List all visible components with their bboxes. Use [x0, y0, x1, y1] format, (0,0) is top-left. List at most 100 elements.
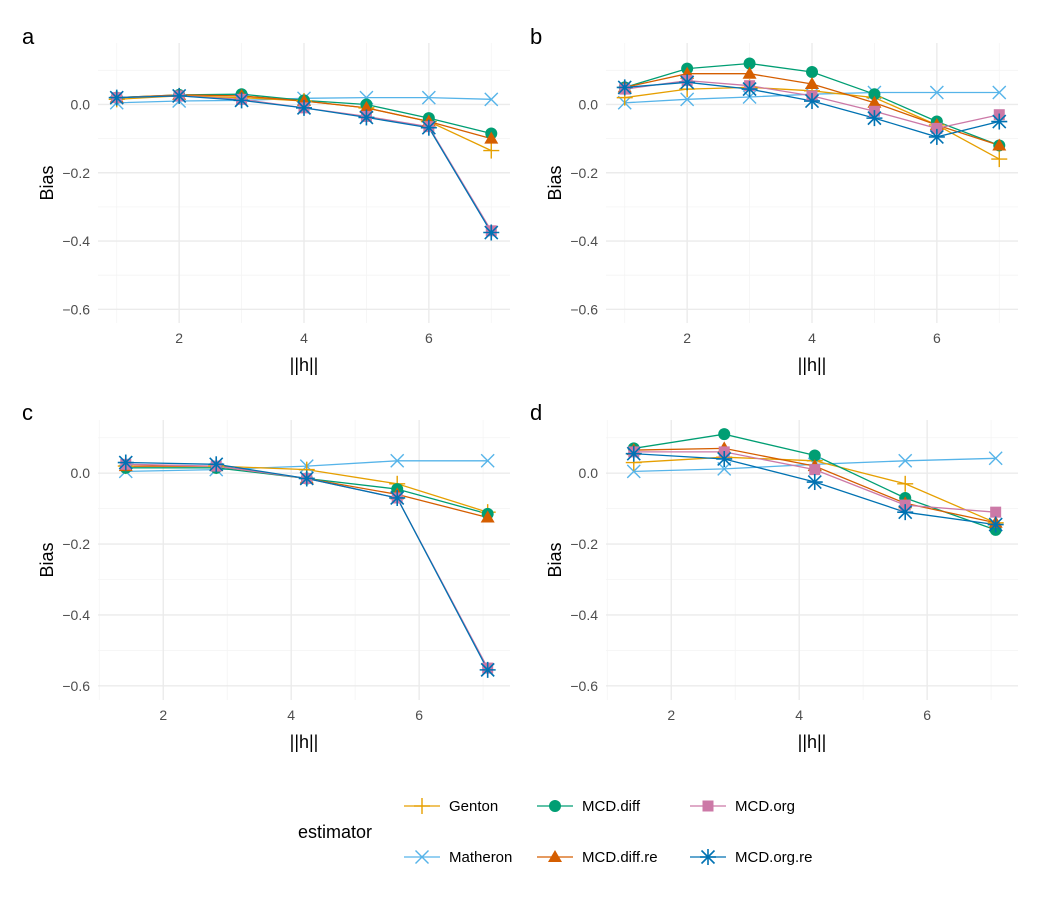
data-point-Matheron-d2 — [484, 92, 499, 107]
legend-entry-MCD.diff: MCD.diff — [537, 798, 641, 815]
data-point-MCD.org.re — [625, 445, 642, 462]
data-point-MCD.diff.re — [484, 131, 499, 144]
data-point-MCD.org.re — [806, 474, 823, 491]
x-axis-title: ||h|| — [290, 732, 319, 752]
data-point-MCD.org.re — [866, 110, 883, 127]
x-tick-label: 2 — [683, 330, 691, 346]
data-point-Matheron-d2 — [988, 451, 1003, 466]
grid — [98, 43, 510, 323]
legend-key-marker — [702, 800, 714, 812]
legend-key-marker — [700, 849, 716, 865]
y-tick-label: −0.6 — [62, 678, 90, 694]
data-point-MCD.diff.re — [805, 76, 819, 89]
data-point-MCD.diff.re — [742, 66, 757, 79]
y-axis-title: Bias — [545, 542, 565, 577]
data-point-Matheron — [929, 85, 944, 100]
x-tick-label: 6 — [425, 330, 433, 346]
data-point-MCD.diff — [808, 449, 821, 462]
data-point-MCD.org.re — [616, 79, 633, 96]
legend-key-marker-d2 — [415, 850, 429, 864]
legend-key-marker — [549, 800, 561, 812]
data-point-MCD.org.re — [679, 74, 696, 91]
data-point-MCD.org.re — [716, 450, 733, 467]
data-point-MCD.org.re — [171, 87, 188, 104]
data-point-MCD.org.re — [483, 224, 500, 241]
y-tick-label: 0.0 — [71, 96, 91, 112]
panels: 2 4 6 0.0 −0.2 −0.4 −0.6 ||h|| Bias a 2 4 6 0.0 −0.2 −0… — [22, 24, 1018, 752]
x-tick-label: 6 — [415, 707, 423, 723]
x-tick-label: 2 — [175, 330, 183, 346]
legend-entry-Genton: Genton — [404, 798, 498, 815]
x-tick-label: 2 — [159, 707, 167, 723]
y-tick-label: −0.4 — [570, 607, 598, 623]
x-tick-label: 4 — [287, 707, 295, 723]
series-line-MCD.org.re — [125, 461, 489, 671]
data-point-Matheron-d2 — [898, 453, 913, 468]
data-point-Matheron-d2 — [929, 85, 944, 100]
data-point-Matheron — [421, 90, 436, 105]
panel-label: a — [22, 24, 35, 49]
data-point-MCD.diff.re — [359, 100, 374, 113]
legend: estimator Genton MCD.diff MCD.org Matheron MC… — [298, 798, 813, 866]
y-tick-label: −0.2 — [62, 536, 90, 552]
panel-b: 2 4 6 0.0 −0.2 −0.4 −0.6 ||h|| Bias b — [530, 24, 1018, 375]
data-point-MCD.org.re — [296, 99, 312, 116]
panel-label: d — [530, 400, 542, 425]
x-axis-title: ||h|| — [798, 355, 827, 375]
y-axis-title: Bias — [37, 165, 57, 200]
legend-entry-MCD.org.re: MCD.org.re — [690, 849, 813, 866]
y-tick-label: −0.2 — [62, 165, 90, 181]
data-point-MCD.org.re — [208, 456, 225, 473]
data-point-Matheron-d2 — [992, 85, 1007, 100]
data-point-Matheron — [992, 85, 1007, 100]
data-point-MCD.org.re — [233, 92, 250, 109]
data-point-Genton — [897, 475, 914, 492]
y-tick-label: −0.4 — [570, 233, 598, 249]
data-point-MCD.org — [809, 464, 821, 476]
data-point-MCD.org.re — [108, 89, 125, 106]
legend-label: MCD.diff.re — [582, 849, 658, 866]
y-tick-label: −0.6 — [570, 678, 598, 694]
data-point-Genton — [483, 142, 500, 159]
data-point-MCD.org.re — [987, 516, 1004, 533]
series-lines — [125, 460, 489, 671]
data-point-Matheron — [626, 464, 641, 479]
data-point-MCD.org.re — [420, 119, 437, 136]
data-point-MCD.org.re — [991, 113, 1008, 130]
data-point-MCD.org.re — [389, 489, 406, 506]
data-point-MCD.diff.re — [867, 95, 882, 108]
legend-label: MCD.org — [735, 798, 795, 815]
data-point-MCD.diff — [743, 57, 756, 70]
series-points — [108, 87, 500, 241]
x-tick-label: 4 — [808, 330, 816, 346]
legend-entry-Matheron: Matheron — [404, 849, 512, 866]
data-point-MCD.org.re — [928, 128, 945, 145]
panel-label: c — [22, 400, 33, 425]
legend-key-marker — [415, 850, 429, 864]
data-point-MCD.org.re — [741, 81, 758, 98]
y-tick-label: −0.4 — [62, 233, 90, 249]
x-tick-label: 6 — [923, 707, 931, 723]
y-tick-label: −0.2 — [570, 536, 598, 552]
data-point-Matheron-d2 — [626, 464, 641, 479]
data-point-Matheron — [898, 453, 913, 468]
data-point-Matheron-d2 — [680, 92, 695, 107]
series-points — [117, 453, 496, 678]
data-point-MCD.org.re — [298, 470, 315, 487]
x-tick-label: 6 — [933, 330, 941, 346]
y-tick-label: 0.0 — [579, 465, 599, 481]
data-point-Matheron — [390, 453, 405, 468]
y-tick-label: −0.4 — [62, 607, 90, 623]
y-axis-title: Bias — [545, 165, 565, 200]
legend-key-marker — [548, 850, 562, 862]
legend-label: MCD.diff — [582, 798, 641, 815]
data-point-MCD.org.re — [117, 454, 134, 471]
x-axis-title: ||h|| — [290, 355, 319, 375]
data-point-MCD.org.re — [897, 504, 914, 521]
data-point-Matheron — [680, 92, 695, 107]
data-point-MCD.diff — [718, 428, 731, 441]
y-tick-label: 0.0 — [579, 96, 599, 112]
data-point-MCD.diff.re — [992, 138, 1007, 151]
data-point-MCD.org.re — [804, 93, 820, 110]
legend-entry-MCD.org: MCD.org — [690, 798, 795, 815]
